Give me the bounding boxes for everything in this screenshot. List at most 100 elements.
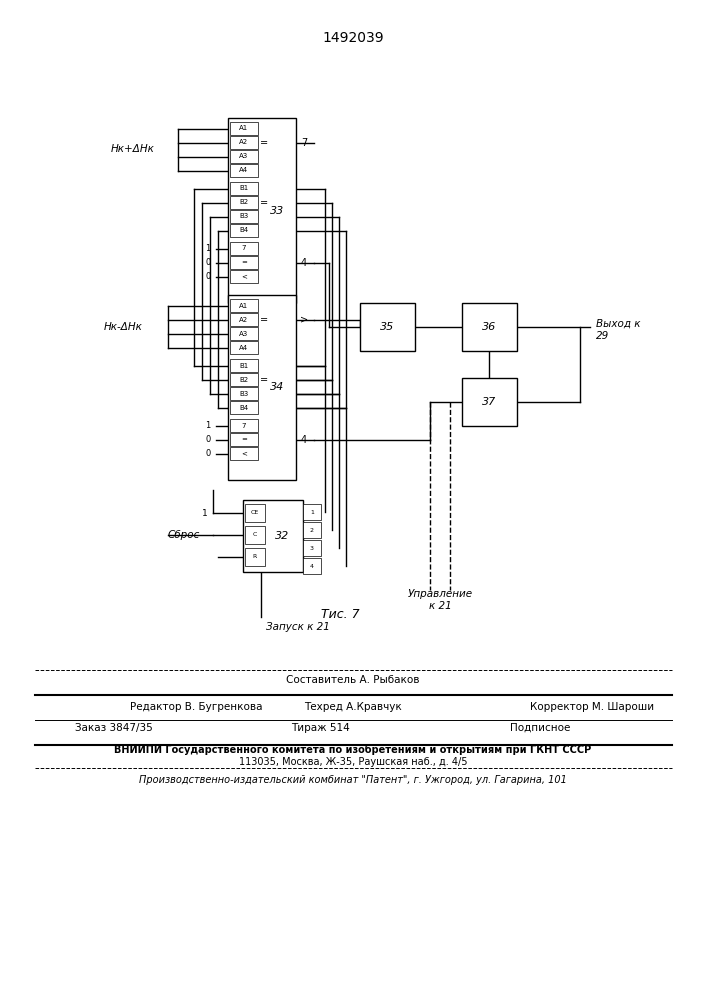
Bar (303, 558, 321, 574)
Text: 7: 7 (242, 245, 246, 251)
Text: 1492039: 1492039 (322, 31, 384, 45)
Text: A3: A3 (240, 330, 249, 336)
Bar (230, 341, 258, 354)
Text: <: < (241, 273, 247, 279)
Text: 33: 33 (270, 206, 284, 216)
Text: Составитель А. Рыбаков: Составитель А. Рыбаков (286, 675, 420, 685)
Bar (230, 150, 258, 163)
Text: =: = (260, 375, 268, 385)
Text: 2: 2 (310, 528, 314, 532)
Bar (230, 299, 258, 312)
Bar (230, 433, 258, 446)
Text: B3: B3 (240, 214, 249, 220)
Text: ВНИИПИ Государственного комитета по изобретениям и открытиям при ГКНТ СССР: ВНИИПИ Государственного комитета по изоб… (115, 745, 592, 755)
Text: R: R (253, 554, 257, 560)
Bar (228, 118, 296, 303)
Bar (230, 447, 258, 460)
Text: 35: 35 (380, 322, 395, 332)
Text: A2: A2 (240, 139, 249, 145)
Bar (230, 210, 258, 223)
Bar (230, 196, 258, 209)
Text: =: = (260, 198, 268, 208)
Text: A1: A1 (240, 125, 249, 131)
Bar (228, 295, 296, 480)
Bar (230, 359, 258, 372)
Text: A4: A4 (240, 344, 249, 351)
Text: Hк-ΔHк: Hк-ΔHк (103, 322, 142, 332)
Text: B4: B4 (240, 404, 249, 410)
Bar (303, 522, 321, 538)
Bar (230, 270, 258, 283)
Text: 34: 34 (270, 382, 284, 392)
Bar (230, 387, 258, 400)
Text: 1: 1 (205, 421, 211, 430)
Text: 32: 32 (275, 531, 289, 541)
Text: 1: 1 (205, 244, 211, 253)
Text: A1: A1 (240, 302, 249, 308)
Bar (303, 540, 321, 556)
Bar (230, 122, 258, 135)
Text: Сброс: Сброс (168, 530, 200, 540)
Text: B3: B3 (240, 390, 249, 396)
Text: 4: 4 (301, 258, 307, 268)
Text: 0: 0 (205, 435, 211, 444)
Bar (230, 182, 258, 195)
Text: A4: A4 (240, 167, 249, 174)
Text: 36: 36 (482, 322, 496, 332)
Text: =: = (241, 436, 247, 442)
Text: Выход к
29: Выход к 29 (596, 319, 641, 341)
Bar (230, 373, 258, 386)
Text: 3: 3 (310, 546, 314, 550)
Text: Корректор М. Шароши: Корректор М. Шароши (530, 702, 654, 712)
Text: Подписное: Подписное (510, 723, 571, 733)
Text: <: < (241, 450, 247, 456)
Bar (230, 313, 258, 326)
Bar (245, 526, 265, 544)
Text: 7: 7 (301, 138, 307, 148)
Text: 1: 1 (310, 510, 314, 514)
Text: B1: B1 (240, 362, 249, 368)
Bar (245, 548, 265, 566)
Text: Тираж 514: Тираж 514 (291, 723, 349, 733)
Text: 0: 0 (205, 449, 211, 458)
Text: 1: 1 (202, 508, 208, 518)
Text: =: = (260, 315, 268, 325)
Text: Управление
к 21: Управление к 21 (407, 589, 472, 611)
Text: Запуск к 21: Запуск к 21 (266, 622, 330, 632)
Text: Редактор В. Бугренкова: Редактор В. Бугренкова (130, 702, 262, 712)
Bar (303, 504, 321, 520)
Bar (230, 136, 258, 149)
Text: CE: CE (251, 510, 259, 516)
Text: 113035, Москва, Ж-35, Раушская наб., д. 4/5: 113035, Москва, Ж-35, Раушская наб., д. … (239, 757, 467, 767)
Text: 0: 0 (205, 272, 211, 281)
Text: A2: A2 (240, 316, 249, 322)
Text: >: > (300, 315, 308, 325)
Bar (230, 256, 258, 269)
Text: 37: 37 (482, 397, 496, 407)
Text: Τис. 7: Τис. 7 (321, 608, 359, 621)
Bar (230, 419, 258, 432)
Bar (243, 500, 303, 572)
Bar (462, 378, 517, 426)
Text: A3: A3 (240, 153, 249, 159)
Text: =: = (241, 259, 247, 265)
Bar (230, 224, 258, 237)
Bar (230, 327, 258, 340)
Text: 4: 4 (301, 435, 307, 445)
Text: C: C (253, 532, 257, 538)
Bar (360, 303, 415, 351)
Bar (230, 242, 258, 255)
Text: B4: B4 (240, 228, 249, 233)
Bar (230, 401, 258, 414)
Text: B1: B1 (240, 186, 249, 192)
Text: B2: B2 (240, 200, 249, 206)
Text: Hк+ΔHк: Hк+ΔHк (111, 144, 155, 154)
Text: 7: 7 (242, 422, 246, 428)
Text: B2: B2 (240, 376, 249, 382)
Bar (462, 303, 517, 351)
Bar (245, 504, 265, 522)
Text: Производственно-издательский комбинат "Патент", г. Ужгород, ул. Гагарина, 101: Производственно-издательский комбинат "П… (139, 775, 567, 785)
Text: Техред А.Кравчук: Техред А.Кравчук (304, 702, 402, 712)
Text: 0: 0 (205, 258, 211, 267)
Text: =: = (260, 138, 268, 148)
